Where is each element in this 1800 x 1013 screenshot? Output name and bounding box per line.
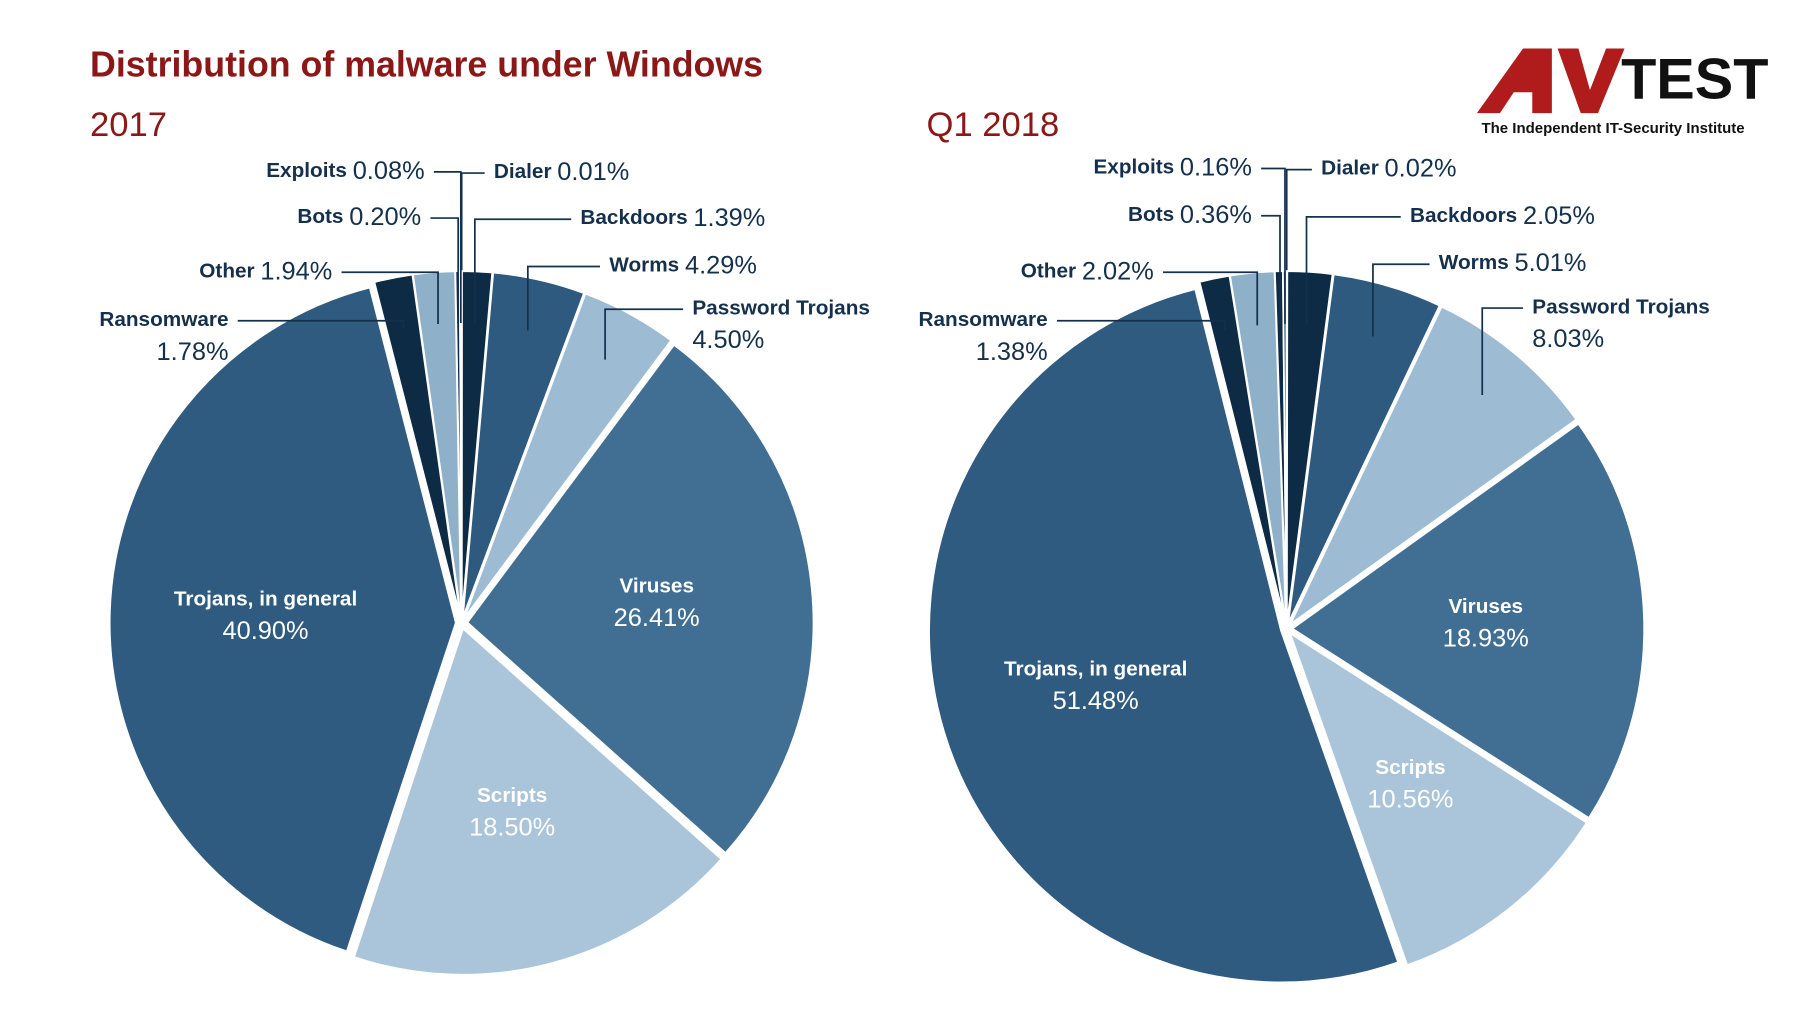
leader-line [237, 319, 405, 329]
leader-line [526, 265, 601, 331]
slice-value: 4.50% [692, 326, 764, 354]
logo-subtitle: The Independent IT-Security Institute [1481, 120, 1744, 137]
slice-name: Other [1021, 260, 1076, 283]
slice-name: Password Trojans [692, 297, 870, 320]
chart-title: Q1 2018 [927, 106, 1060, 144]
pie-slice [108, 286, 457, 953]
pie-slice [1289, 305, 1578, 626]
logo-a [1476, 48, 1552, 114]
slice-name: Trojans, in general [174, 588, 357, 611]
slice-label: Other 1.94% [199, 257, 332, 285]
pie-slice [1290, 422, 1646, 820]
slice-name: Dialer [1321, 157, 1379, 180]
leader-line [433, 171, 462, 324]
slice-name: Bots [297, 206, 343, 229]
slice-value: 0.02% [1385, 154, 1457, 182]
pie: Dialer 0.02% Backdoors 2.05% Worms 5.01% Passw… [919, 153, 1710, 984]
slice-name: Exploits [1093, 156, 1174, 179]
pie-slice [928, 288, 1400, 984]
slice-value: 1.78% [157, 338, 229, 366]
slice-value: 5.01% [1515, 249, 1587, 277]
pie-slice [352, 627, 723, 976]
logo-text: TEST [1621, 47, 1768, 111]
leader-line [604, 308, 684, 360]
leader-line [473, 218, 572, 324]
slice-value: 18.93% [1443, 624, 1529, 652]
slice-label: Bots 0.20% [297, 203, 421, 231]
slice-value: 0.08% [353, 157, 425, 185]
slice-value: 2.05% [1523, 202, 1595, 230]
pie-slice [461, 271, 586, 618]
pie: Dialer 0.01% Backdoors 1.39% Worms 4.29% Passw… [99, 157, 870, 976]
leader-line [430, 217, 460, 324]
slice-label: Backdoors 2.05% [1410, 202, 1595, 230]
leader-line [1261, 214, 1281, 324]
slice-label: Worms 5.01% [1439, 249, 1587, 277]
slice-name: Exploits [266, 159, 347, 182]
chart-title: 2017 [90, 106, 167, 144]
slice-label: Dialer 0.02% [1321, 154, 1456, 182]
slice-name: Viruses [619, 575, 694, 598]
leader-line [1056, 319, 1226, 331]
slice-label: Backdoors 1.39% [580, 204, 765, 232]
slice-name: Scripts [477, 784, 547, 807]
slice-name: Ransomware [919, 308, 1048, 331]
slice-label: Other 2.02% [1021, 257, 1154, 285]
pie-slice [1287, 273, 1441, 624]
slice-name: Worms [1439, 252, 1509, 275]
slice-value: 0.20% [349, 203, 421, 231]
pie-slice [466, 343, 815, 855]
slice-name: Other [199, 260, 254, 283]
slice-name: Backdoors [1410, 204, 1517, 227]
slice-label: Dialer 0.01% [494, 158, 629, 186]
slice-value: 26.41% [614, 604, 700, 632]
slice-value: 8.03% [1532, 325, 1604, 353]
charts: Dialer 0.01%Backdoors 1.39%Worms 4.29%Passw… [99, 153, 1710, 984]
pie-slice [1288, 631, 1588, 967]
slice-value: 2.02% [1082, 257, 1154, 285]
slice-label: Bots 0.36% [1128, 200, 1252, 228]
slice-name: Dialer [494, 161, 552, 184]
leader-line [1261, 167, 1286, 324]
slice-name: Trojans, in general [1004, 658, 1187, 681]
logo-v [1557, 48, 1625, 114]
slice-value: 1.39% [693, 204, 765, 232]
slice-label: Worms 4.29% [609, 251, 757, 279]
slice-name: Bots [1128, 203, 1174, 226]
slice-name: Password Trojans [1532, 296, 1710, 319]
slice-value: 10.56% [1367, 786, 1453, 814]
logo: TEST The Independent IT-Security Institu… [1476, 47, 1768, 137]
slice-name: Worms [609, 254, 679, 277]
slice-value: 0.16% [1180, 153, 1252, 181]
slice-value: 1.38% [976, 338, 1048, 366]
slice-value: 1.94% [260, 257, 332, 285]
slice-label: Exploits 0.08% [266, 157, 424, 185]
leader-line [1305, 216, 1401, 325]
slice-value: 18.50% [469, 813, 555, 841]
slice-label: Exploits 0.16% [1093, 153, 1251, 181]
leader-line [1163, 271, 1259, 326]
leader-line [341, 271, 439, 324]
slice-value: 0.01% [557, 158, 629, 186]
pie-slice [463, 292, 673, 619]
slice-value: 0.36% [1180, 200, 1252, 228]
slice-name: Ransomware [99, 308, 228, 331]
leader-line [1372, 263, 1430, 337]
slice-value: 4.29% [685, 251, 757, 279]
slice-name: Viruses [1448, 595, 1523, 618]
slice-value: 40.90% [223, 617, 309, 645]
page-title: Distribution of malware under Windows [90, 44, 763, 84]
leader-line [1481, 307, 1524, 396]
slice-name: Backdoors [580, 207, 687, 230]
slice-value: 51.48% [1053, 687, 1139, 715]
slice-name: Scripts [1375, 756, 1445, 779]
